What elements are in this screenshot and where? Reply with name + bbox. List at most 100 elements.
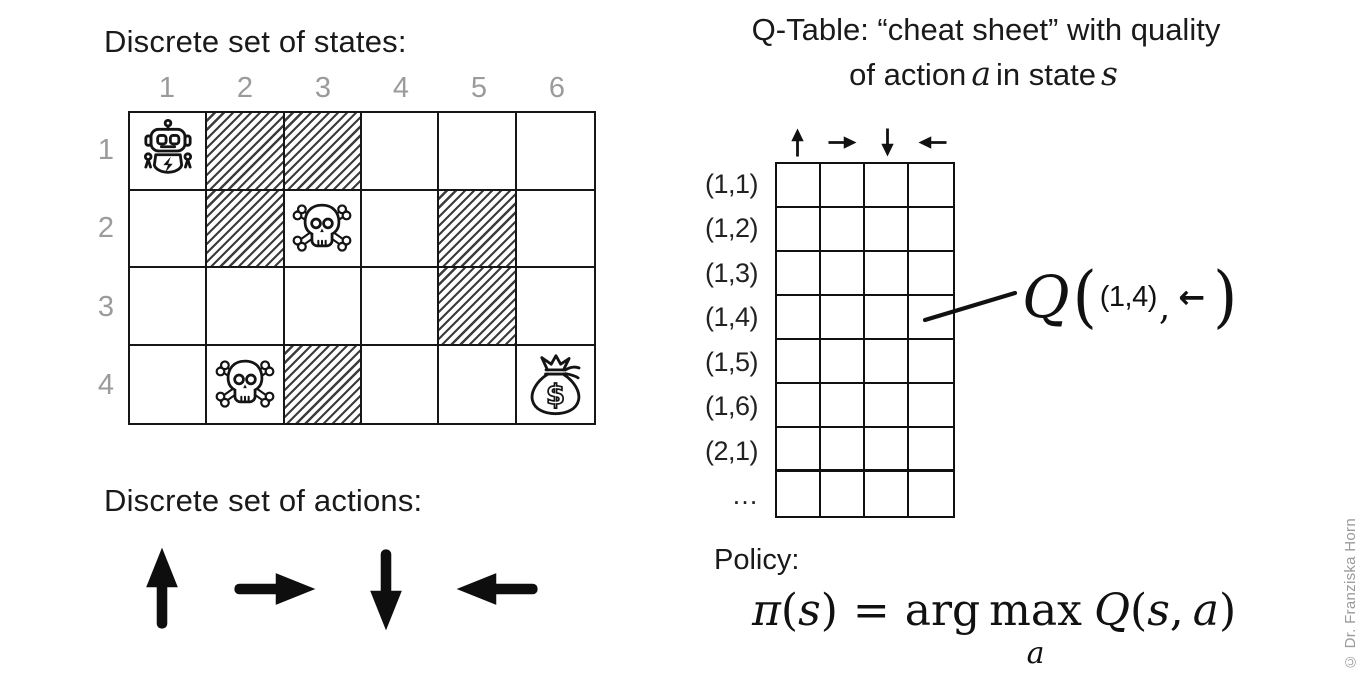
formula-token: ) bbox=[820, 585, 838, 636]
qtable-cell bbox=[821, 252, 865, 296]
qtable-cell bbox=[865, 252, 909, 296]
states-title: Discrete set of states: bbox=[104, 24, 407, 59]
callout-q: Q bbox=[1022, 263, 1070, 331]
qtable-cell bbox=[909, 340, 953, 384]
states-grid: $ bbox=[128, 111, 596, 425]
state-cell-2-1 bbox=[130, 190, 208, 268]
qtable-grid bbox=[775, 162, 955, 518]
formula-subscript: a bbox=[1026, 635, 1045, 671]
qtable-row-label: (1,4) bbox=[704, 302, 759, 333]
qtable-cell bbox=[777, 340, 821, 384]
formula-token: ) bbox=[1219, 585, 1237, 636]
qtable-cell bbox=[821, 472, 865, 516]
formula-token: ( bbox=[1130, 585, 1148, 636]
qtable-cell bbox=[821, 340, 865, 384]
state-cell-1-3-wall bbox=[284, 113, 362, 191]
state-cell-3-1 bbox=[130, 268, 208, 346]
formula-token: = bbox=[852, 585, 890, 636]
formula-token: Q bbox=[1093, 585, 1131, 636]
qtable-col-right-icon bbox=[828, 135, 857, 149]
state-cell-4-5 bbox=[439, 345, 517, 423]
formula-token: , bbox=[1169, 585, 1184, 636]
qtable-cell bbox=[777, 472, 821, 516]
policy-title: Policy: bbox=[714, 544, 800, 576]
qtable-col-up-icon bbox=[791, 127, 804, 157]
state-cell-2-2-wall bbox=[207, 190, 285, 268]
action-arrow-up-icon bbox=[146, 547, 178, 629]
qtable-row-label: (1,2) bbox=[704, 213, 759, 244]
grid-col-label-4: 4 bbox=[392, 71, 410, 104]
qtable-cell bbox=[909, 472, 953, 516]
state-cell-1-6 bbox=[516, 113, 594, 191]
qtable-cell bbox=[865, 384, 909, 428]
grid-col-label-2: 2 bbox=[236, 71, 254, 104]
qtable-cell bbox=[865, 164, 909, 208]
state-cell-3-2 bbox=[207, 268, 285, 346]
qtable-cell bbox=[777, 208, 821, 252]
robot-icon bbox=[143, 118, 192, 174]
state-cell-2-5-wall bbox=[439, 190, 517, 268]
copyright-note: © Dr. Franziska Horn bbox=[1342, 517, 1359, 670]
state-cell-4-3-wall bbox=[284, 345, 362, 423]
qtable-cell bbox=[777, 428, 821, 472]
grid-row-label-1: 1 bbox=[97, 133, 114, 166]
qtable-cell bbox=[777, 296, 821, 340]
math-var-a: a bbox=[971, 54, 991, 93]
grid-row-label-2: 2 bbox=[97, 212, 114, 245]
left-arrow-icon: ← bbox=[1178, 278, 1206, 316]
formula-token: ( bbox=[780, 585, 799, 636]
qtable-cell bbox=[909, 208, 953, 252]
action-arrow-left-icon bbox=[456, 573, 538, 605]
qtable-cell bbox=[821, 428, 865, 472]
qtable-cell bbox=[821, 164, 865, 208]
state-cell-3-4 bbox=[362, 268, 440, 346]
qtable-title-line1: Q-Table: “cheat sheet” with quality bbox=[751, 12, 1221, 47]
title-text: in state bbox=[996, 57, 1096, 92]
qtable-cell bbox=[909, 428, 953, 472]
formula-token: s bbox=[1147, 585, 1170, 636]
q-callout-formula: Q ( (1,4) , ← ) bbox=[1022, 252, 1237, 342]
state-cell-4-4 bbox=[362, 345, 440, 423]
skull-icon bbox=[292, 204, 352, 252]
grid-row-label-4: 4 bbox=[97, 369, 114, 402]
callout-open-paren: ( bbox=[1072, 257, 1097, 336]
actions-arrows bbox=[118, 535, 542, 643]
qtable-cell bbox=[777, 384, 821, 428]
qtable-cell bbox=[909, 296, 953, 340]
formula-token: s bbox=[798, 585, 821, 636]
state-cell-1-4 bbox=[362, 113, 440, 191]
qtable-row-label: … bbox=[731, 480, 759, 511]
state-cell-3-6 bbox=[516, 268, 594, 346]
qtable-cell bbox=[909, 252, 953, 296]
state-cell-4-1 bbox=[130, 345, 208, 423]
grid-col-label-1: 1 bbox=[158, 71, 176, 104]
qtable-title-line2: of action a in state s bbox=[698, 54, 1274, 93]
qtable-cell bbox=[777, 164, 821, 208]
qtable-cell bbox=[821, 296, 865, 340]
qtable-header-down bbox=[865, 123, 910, 161]
grid-col-label-5: 5 bbox=[470, 71, 488, 104]
qtable-row-label: (1,3) bbox=[704, 257, 759, 288]
state-cell-1-5 bbox=[439, 113, 517, 191]
callout-state: (1,4) bbox=[1099, 280, 1158, 313]
qtable-cell bbox=[865, 340, 909, 384]
grid-col-label-3: 3 bbox=[314, 71, 332, 104]
formula-token: a bbox=[1192, 585, 1220, 636]
qtable-header-up bbox=[775, 123, 820, 161]
skull-icon bbox=[215, 360, 275, 408]
policy-formula: π(s) = arg max a Q(s, a) bbox=[752, 585, 1237, 671]
qtable-row-label: (1,5) bbox=[704, 346, 759, 377]
qtable-cell bbox=[865, 428, 909, 472]
qtable-title: Q-Table: “cheat sheet” with quality of a… bbox=[698, 12, 1274, 93]
qtable-col-down-icon bbox=[881, 127, 894, 157]
callout-close-paren: ) bbox=[1213, 257, 1238, 336]
qtable-cell bbox=[821, 384, 865, 428]
formula-token: π bbox=[752, 585, 781, 636]
grid-col-label-6: 6 bbox=[548, 71, 566, 104]
state-cell-2-4 bbox=[362, 190, 440, 268]
state-cell-1-2-wall bbox=[207, 113, 285, 191]
callout-comma: , bbox=[1158, 287, 1171, 328]
svg-text:$: $ bbox=[546, 380, 565, 411]
callout-line bbox=[922, 290, 1018, 323]
